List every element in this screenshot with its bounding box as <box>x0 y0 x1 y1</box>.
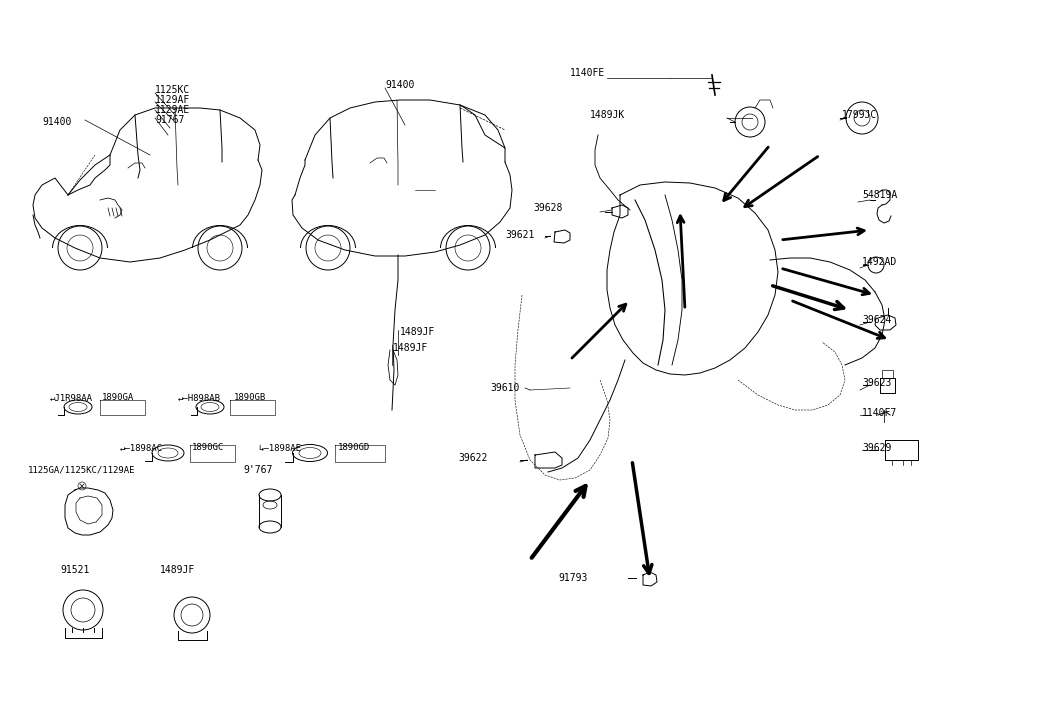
Text: 1489JF: 1489JF <box>393 343 428 353</box>
Text: 91400: 91400 <box>43 117 71 127</box>
Text: 39622: 39622 <box>458 453 488 463</box>
Text: 91521: 91521 <box>60 565 89 575</box>
Text: 1489JK: 1489JK <box>590 110 625 120</box>
Text: 39624: 39624 <box>862 315 892 325</box>
Text: 1489JF: 1489JF <box>161 565 196 575</box>
Text: 1890GA: 1890GA <box>102 393 134 403</box>
Text: 1890GD: 1890GD <box>338 443 370 452</box>
Text: 1140F7: 1140F7 <box>862 408 897 418</box>
Text: 1140FE: 1140FE <box>570 68 605 78</box>
Text: 39629: 39629 <box>862 443 892 453</box>
Text: 91767: 91767 <box>155 115 184 125</box>
Text: 39621: 39621 <box>506 230 535 240</box>
Text: 1125KC: 1125KC <box>155 85 190 95</box>
Text: 1492AD: 1492AD <box>862 257 897 267</box>
Text: 1489JF: 1489JF <box>400 327 435 337</box>
Text: ↵–1898AC: ↵–1898AC <box>120 443 163 452</box>
Text: ↳–1898AE: ↳–1898AE <box>258 443 301 452</box>
Text: ↵J1R98AA: ↵J1R98AA <box>50 393 92 403</box>
Text: 91400: 91400 <box>385 80 415 90</box>
Text: 39610: 39610 <box>491 383 520 393</box>
Text: 1129AF: 1129AF <box>155 95 190 105</box>
Text: 54819A: 54819A <box>862 190 897 200</box>
Text: 91793: 91793 <box>559 573 588 583</box>
Text: 1890GB: 1890GB <box>234 393 266 403</box>
Text: 39628: 39628 <box>534 203 563 213</box>
Text: 1890GC: 1890GC <box>192 443 224 452</box>
Text: 1125GA/1125KC/1129AE: 1125GA/1125KC/1129AE <box>28 465 135 475</box>
Text: 1129AE: 1129AE <box>155 105 190 115</box>
Text: ↵–H898AB: ↵–H898AB <box>178 393 221 403</box>
Text: 39623: 39623 <box>862 378 892 388</box>
Text: 9'767: 9'767 <box>243 465 272 475</box>
Text: 1799JC: 1799JC <box>842 110 877 120</box>
